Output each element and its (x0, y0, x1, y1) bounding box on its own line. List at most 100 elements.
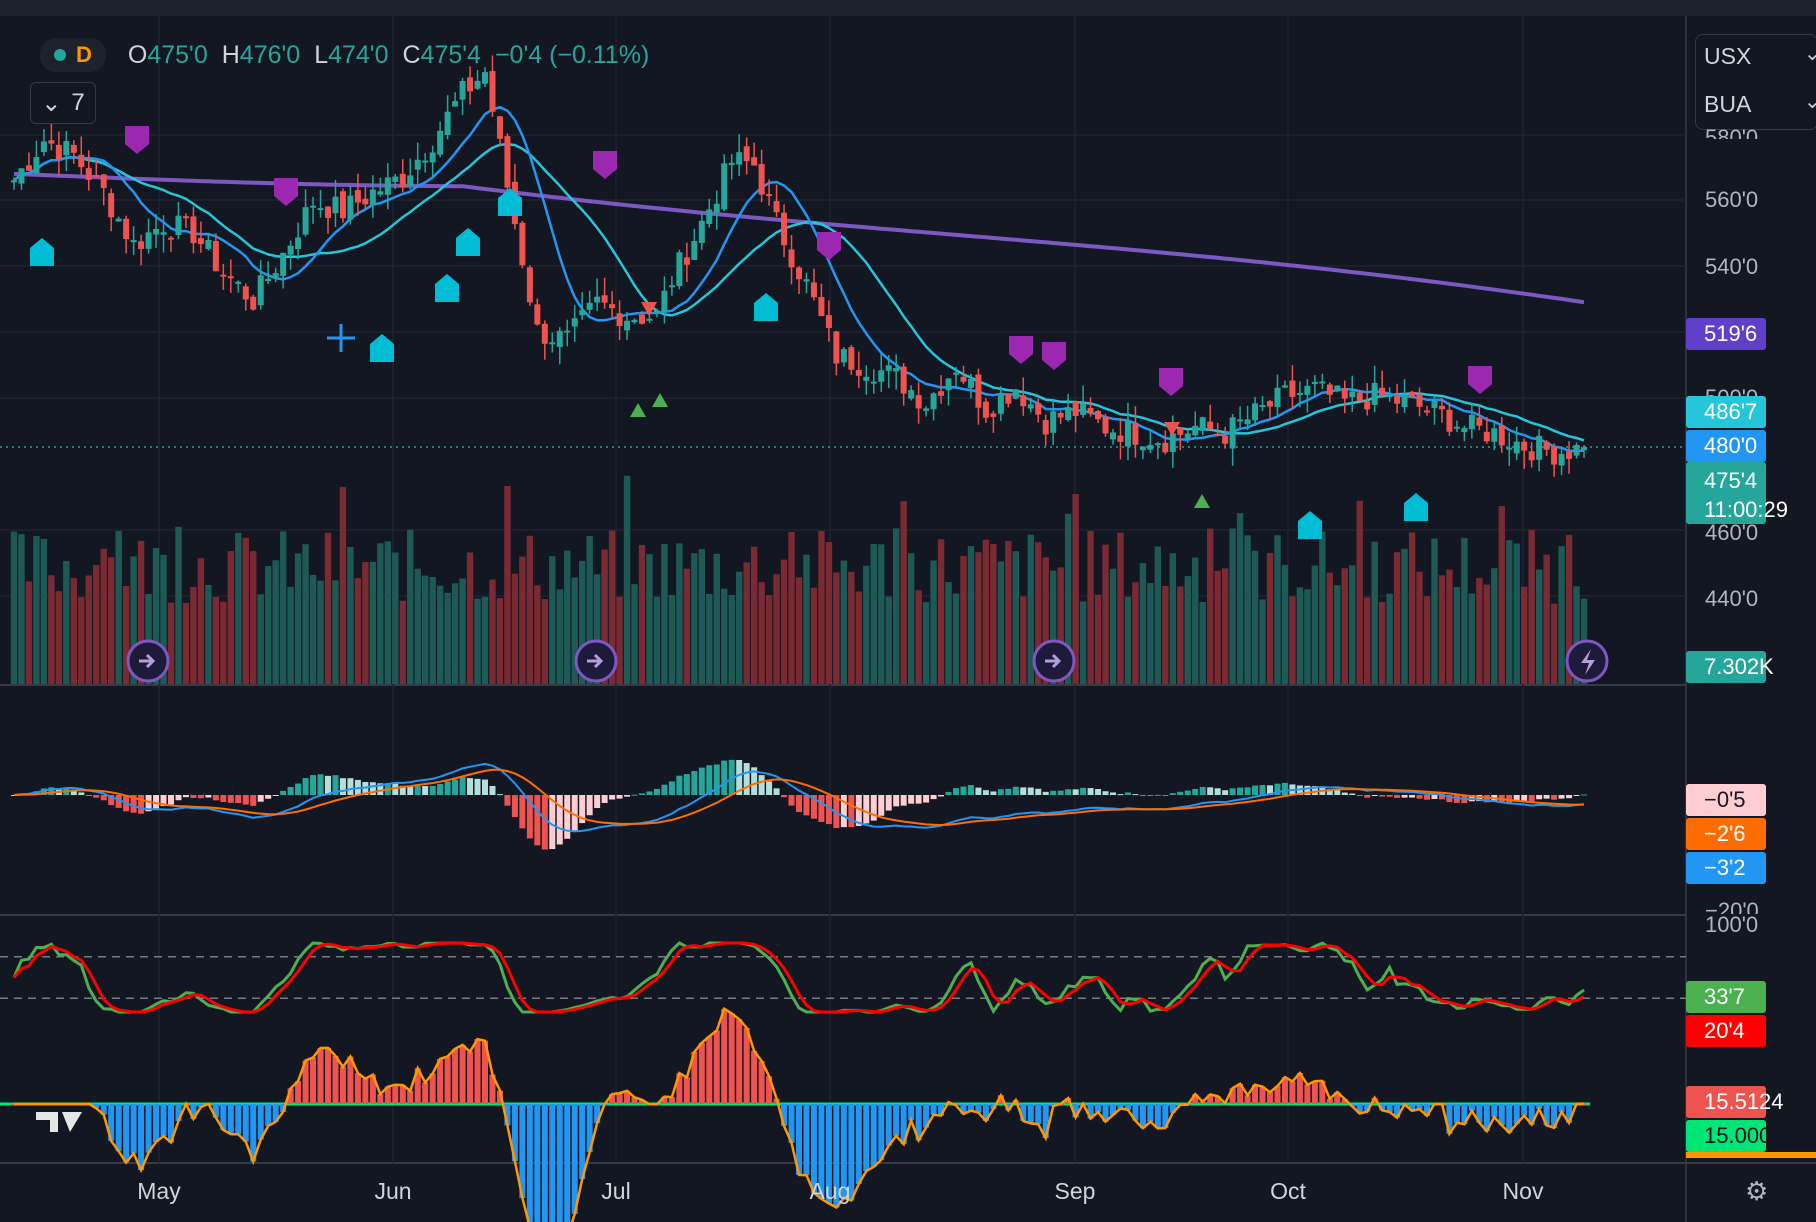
osc-histogram-bar (1274, 1085, 1281, 1104)
volume-bar (1311, 565, 1319, 684)
candle-body (11, 180, 17, 183)
osc-histogram-bar (818, 1104, 825, 1199)
volume-bar (683, 568, 691, 684)
macd-histogram-bar (1124, 792, 1131, 795)
candle-body (1341, 388, 1348, 399)
osc-histogram-bar (781, 1104, 788, 1126)
candle-body (1528, 451, 1535, 461)
volume-bar (1550, 603, 1558, 684)
macd-line-badge: −3'2 (1686, 852, 1766, 884)
osc-histogram-bar (272, 1104, 279, 1122)
macd-histogram-bar (168, 795, 174, 805)
volume-bar (1543, 554, 1550, 684)
volume-bar (302, 544, 309, 684)
osc-histogram-bar (1446, 1104, 1453, 1134)
volume-bar (55, 591, 63, 684)
volume-bar (1027, 534, 1034, 684)
osc-histogram-bar (1296, 1073, 1303, 1104)
candle-body (586, 302, 593, 310)
volume-bar (1446, 569, 1453, 684)
candle-body (108, 193, 115, 218)
chevron-down-icon[interactable]: ⌄ (1804, 43, 1816, 65)
macd-histogram-bar (676, 775, 683, 795)
macd-histogram-bar (399, 785, 406, 795)
volume-bar (945, 582, 952, 684)
volume-bar (122, 585, 130, 684)
macd-histogram-bar (571, 795, 578, 832)
chart-settings-icon[interactable]: ⚙ (1745, 1176, 1769, 1206)
macd-histogram-bar (1237, 787, 1244, 795)
candle-body (33, 157, 40, 174)
osc-histogram-bar (833, 1104, 840, 1208)
volume-bar (541, 599, 549, 684)
symbol-bua[interactable]: BUA (1704, 91, 1752, 117)
volume-bar (556, 589, 563, 684)
macd-histogram-bar (212, 795, 219, 801)
volume-bar (414, 568, 421, 684)
buy-signal-marker (435, 274, 459, 302)
symbol-status-pill[interactable]: D (40, 38, 106, 72)
candle-body (1154, 443, 1161, 446)
volume-bar (676, 543, 683, 684)
indicators-collapse-button[interactable]: ⌄ 7 (30, 82, 96, 124)
chevron-down-icon[interactable]: ⌄ (1804, 91, 1816, 113)
macd-histogram-bar (145, 795, 152, 812)
symbol-usx[interactable]: USX (1704, 43, 1752, 69)
volume-bar (1416, 571, 1423, 684)
macd-histogram-bar (1199, 786, 1206, 795)
candle-body (205, 239, 212, 249)
volume-bar (892, 528, 900, 684)
candle-body (743, 146, 750, 162)
indicator-count: 7 (71, 89, 85, 116)
macd-histogram-bar (1102, 791, 1109, 795)
candle-body (287, 245, 294, 255)
volume-bar (1214, 570, 1221, 684)
macd-histogram-bar (1244, 787, 1251, 795)
candle-body (579, 310, 586, 316)
candle-body (661, 290, 668, 312)
candle-body (1192, 425, 1199, 436)
candle-body (1364, 401, 1371, 410)
macd-histogram-bar (653, 788, 660, 795)
x-label-nov: Nov (1502, 1178, 1544, 1204)
volume-bar (840, 560, 848, 684)
volume-bar (1177, 586, 1184, 684)
macd-histogram-bar (624, 795, 631, 797)
osc-histogram-bar (467, 1051, 474, 1104)
candle-body (825, 315, 832, 328)
candle-body (556, 330, 563, 347)
macd-histogram-bar (840, 795, 847, 828)
macd-histogram-bar (1409, 795, 1416, 798)
candle-body (1281, 385, 1288, 388)
candle-body (1446, 409, 1453, 432)
top-toolbar-strip (0, 0, 1816, 16)
osc-histogram-bar (1566, 1104, 1573, 1123)
macd-histogram-bar (377, 783, 384, 795)
candle-body (1491, 428, 1498, 442)
candle-body (78, 154, 85, 168)
volume-bar (1319, 531, 1326, 684)
candle-body (1558, 453, 1565, 466)
volume-bar (1520, 586, 1528, 684)
candle-body (474, 80, 481, 89)
osc-histogram-bar (766, 1076, 773, 1104)
osc-histogram-bar (1311, 1081, 1318, 1104)
osc-histogram-bar (511, 1104, 518, 1162)
candle-body (1035, 403, 1042, 415)
volume-bar (728, 595, 735, 684)
bar-countdown: 11:00:29 (1704, 497, 1789, 522)
macd-histogram-bar (781, 795, 788, 798)
osc-histogram-bar (1364, 1104, 1371, 1112)
osc-histogram-bar (713, 1030, 720, 1104)
macd-histogram-bar (609, 795, 616, 800)
macd-histogram-bar (1042, 791, 1049, 795)
macd-histogram-bar (586, 795, 593, 816)
osc-histogram-bar (153, 1104, 160, 1142)
osc-histogram-bar (1476, 1104, 1483, 1123)
candle-body (1050, 411, 1057, 433)
macd-histogram-bar (1536, 795, 1543, 800)
candle-body (100, 174, 107, 189)
candle-body (1453, 426, 1460, 429)
volume-bar (339, 486, 347, 684)
